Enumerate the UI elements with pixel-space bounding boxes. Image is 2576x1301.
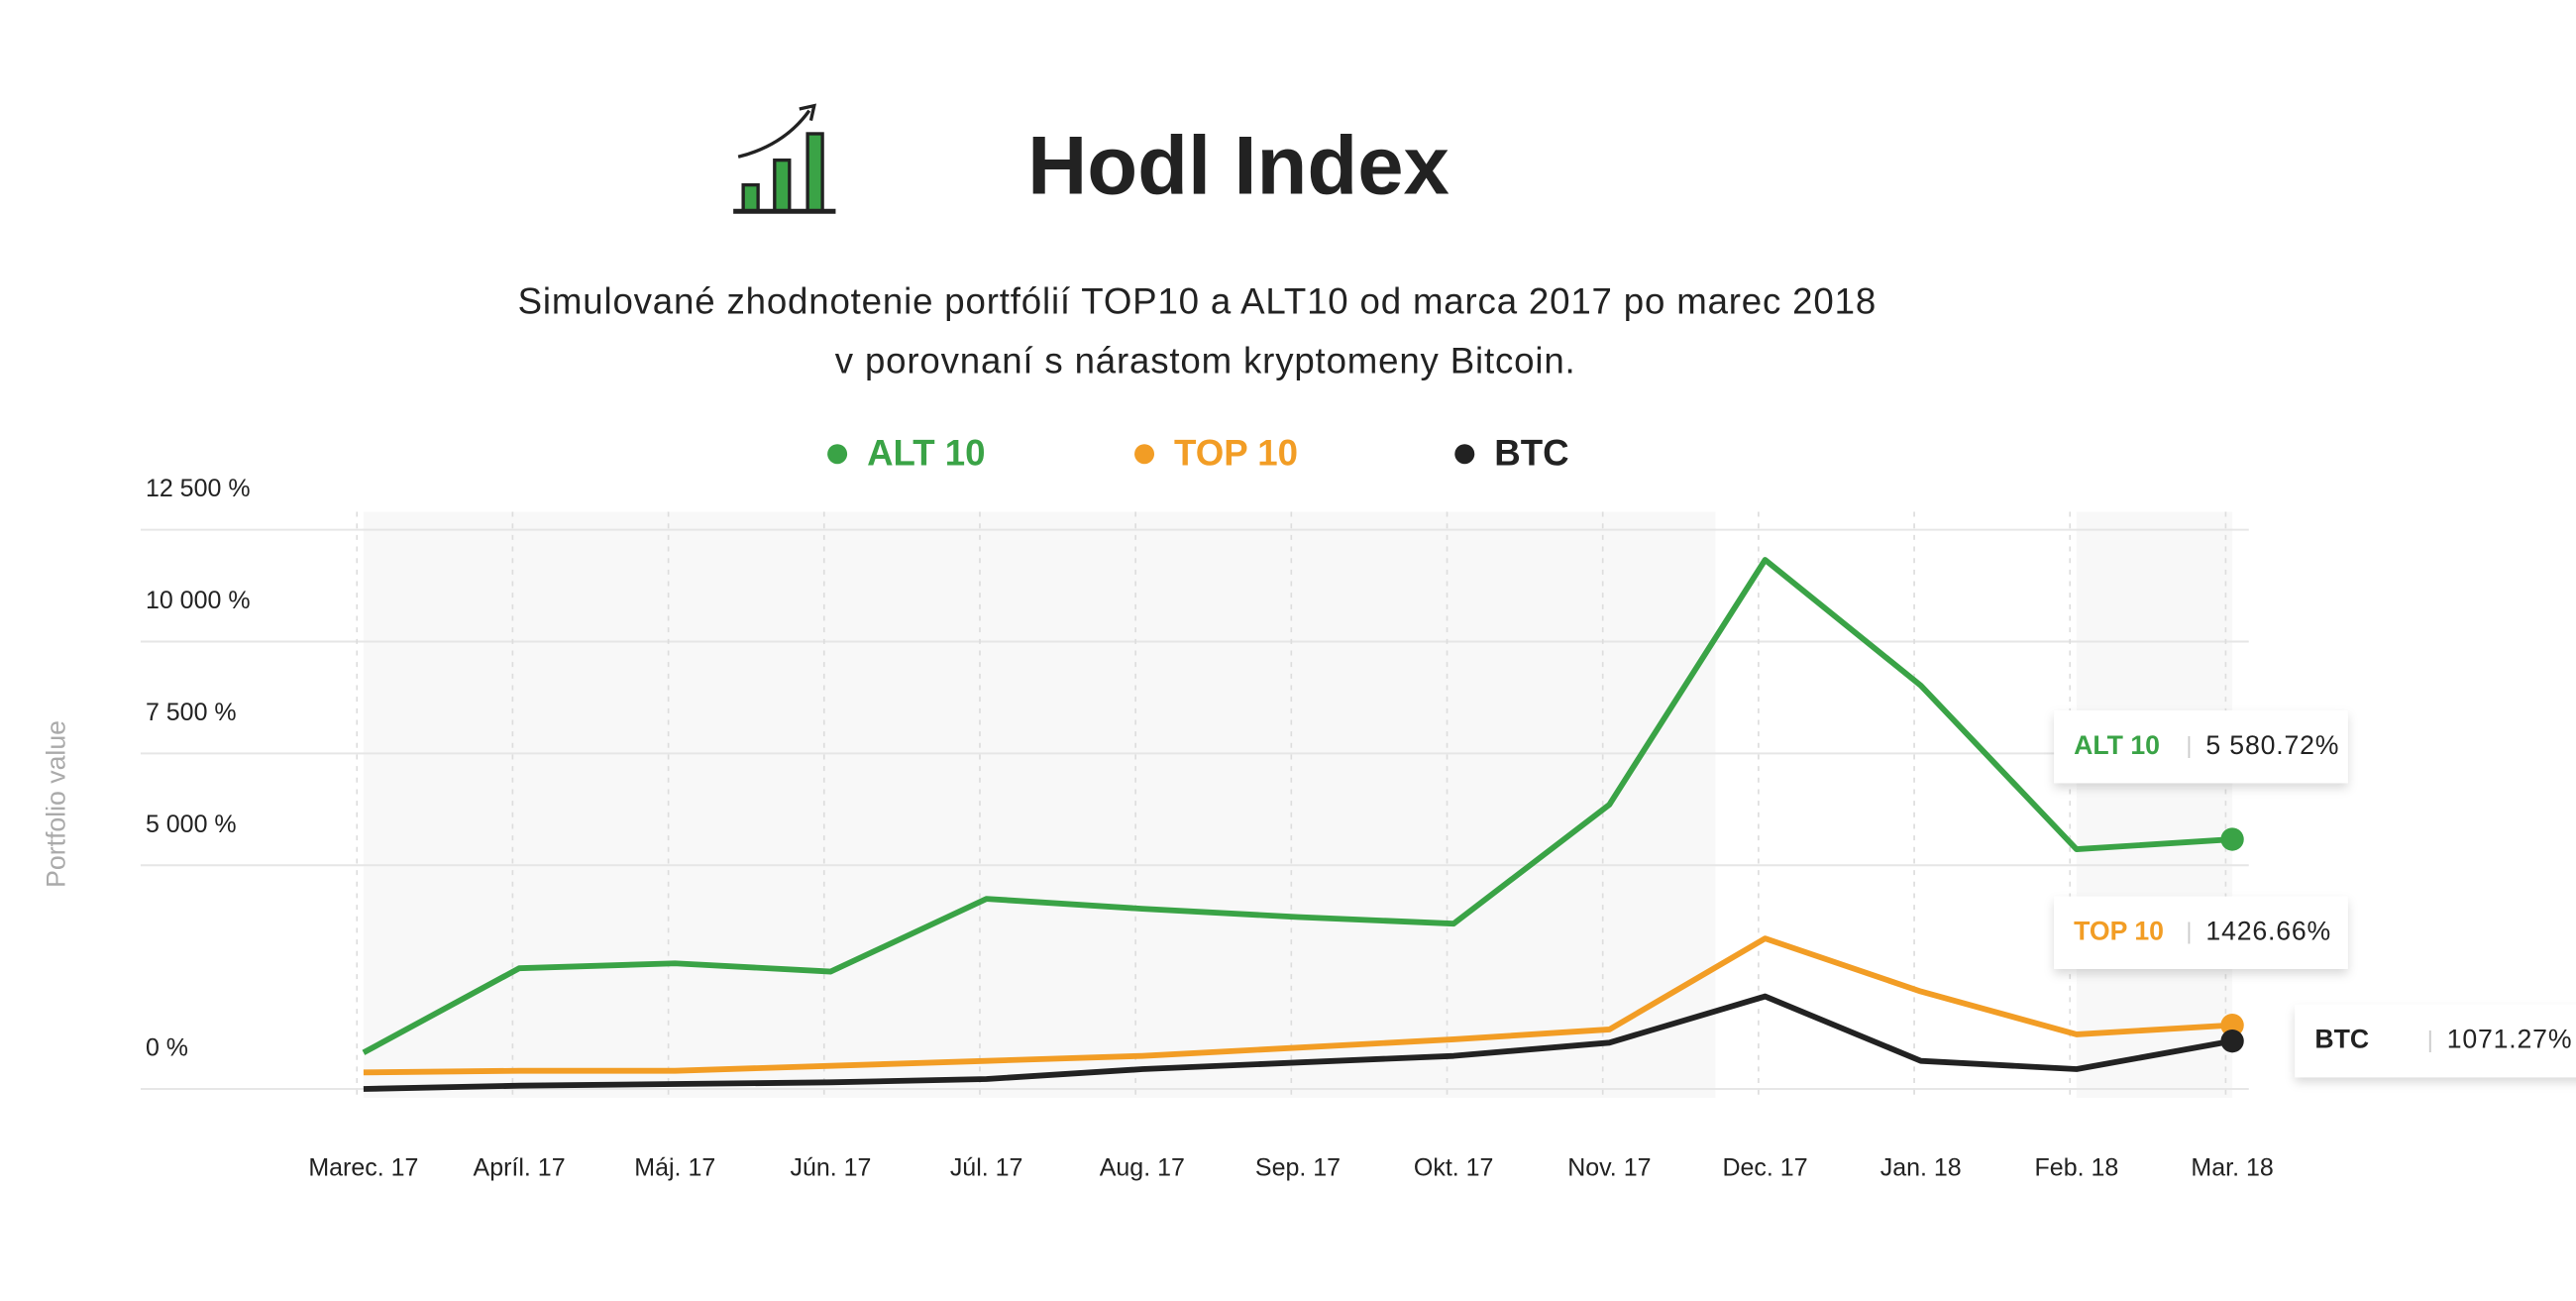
legend-marker — [827, 444, 848, 465]
x-tick-label: Apríl. 17 — [474, 1153, 566, 1181]
x-tick-label: Dec. 17 — [1722, 1153, 1807, 1181]
y-tick-label: 0 % — [146, 1034, 188, 1062]
x-tick-label: Jan. 18 — [1880, 1153, 1962, 1181]
callout-sep: | — [2427, 1027, 2433, 1052]
x-tick-label: Mar. 18 — [2191, 1153, 2273, 1181]
series-line — [363, 993, 2233, 1092]
y-tick-label: 12 500 % — [146, 475, 251, 502]
callout-box — [2054, 896, 2348, 969]
x-tick-label: Okt. 17 — [1414, 1153, 1494, 1181]
x-tick-label: Marec. 17 — [308, 1153, 418, 1181]
callout-name: BTC — [2314, 1025, 2369, 1054]
legend-marker — [1454, 444, 1475, 465]
x-tick-label: Sep. 17 — [1255, 1153, 1341, 1181]
callout-name: ALT 10 — [2074, 730, 2160, 760]
plot-shade — [2076, 511, 2233, 1099]
x-tick-label: Júl. 17 — [950, 1153, 1023, 1181]
callout-name: TOP 10 — [2074, 916, 2164, 945]
plot-shade — [363, 511, 1716, 1099]
y-tick-label: 10 000 % — [146, 587, 251, 614]
series-line — [362, 557, 2233, 1055]
legend-label: BTC — [1494, 433, 1568, 474]
end-point — [2220, 1029, 2244, 1053]
x-tick-label: Aug. 17 — [1100, 1153, 1185, 1181]
legend-label: ALT 10 — [867, 433, 985, 474]
y-axis-title: Portfolio value — [42, 720, 71, 888]
callout-value: 1071.27% — [2447, 1025, 2573, 1054]
x-tick-label: Jún. 17 — [790, 1153, 871, 1181]
legend-marker — [1134, 444, 1155, 465]
x-tick-label: Máj. 17 — [634, 1153, 715, 1181]
y-tick-label: 7 500 % — [146, 699, 237, 726]
end-point — [2220, 1013, 2244, 1037]
y-tick-label: 5 000 % — [146, 811, 237, 838]
callout-sep: | — [2186, 732, 2192, 758]
subtitle: Simulované zhodnotenie portfólií TOP10 a… — [518, 280, 1877, 321]
end-point — [2220, 827, 2244, 851]
callout-box — [2054, 710, 2348, 784]
callout-value: 5 580.72% — [2205, 730, 2339, 760]
legend-label: TOP 10 — [1174, 433, 1298, 474]
chart-icon — [733, 103, 836, 214]
x-tick-label: Nov. 17 — [1567, 1153, 1651, 1181]
subtitle: v porovnaní s nárastom kryptomeny Bitcoi… — [835, 340, 1576, 380]
callout-box — [2295, 1004, 2576, 1078]
callout-value: 1426.66% — [2205, 916, 2331, 945]
series-line — [363, 935, 2233, 1076]
x-tick-label: Feb. 18 — [2035, 1153, 2119, 1181]
chart-title: Hodl Index — [1027, 119, 1449, 211]
callout-sep: | — [2186, 918, 2192, 943]
